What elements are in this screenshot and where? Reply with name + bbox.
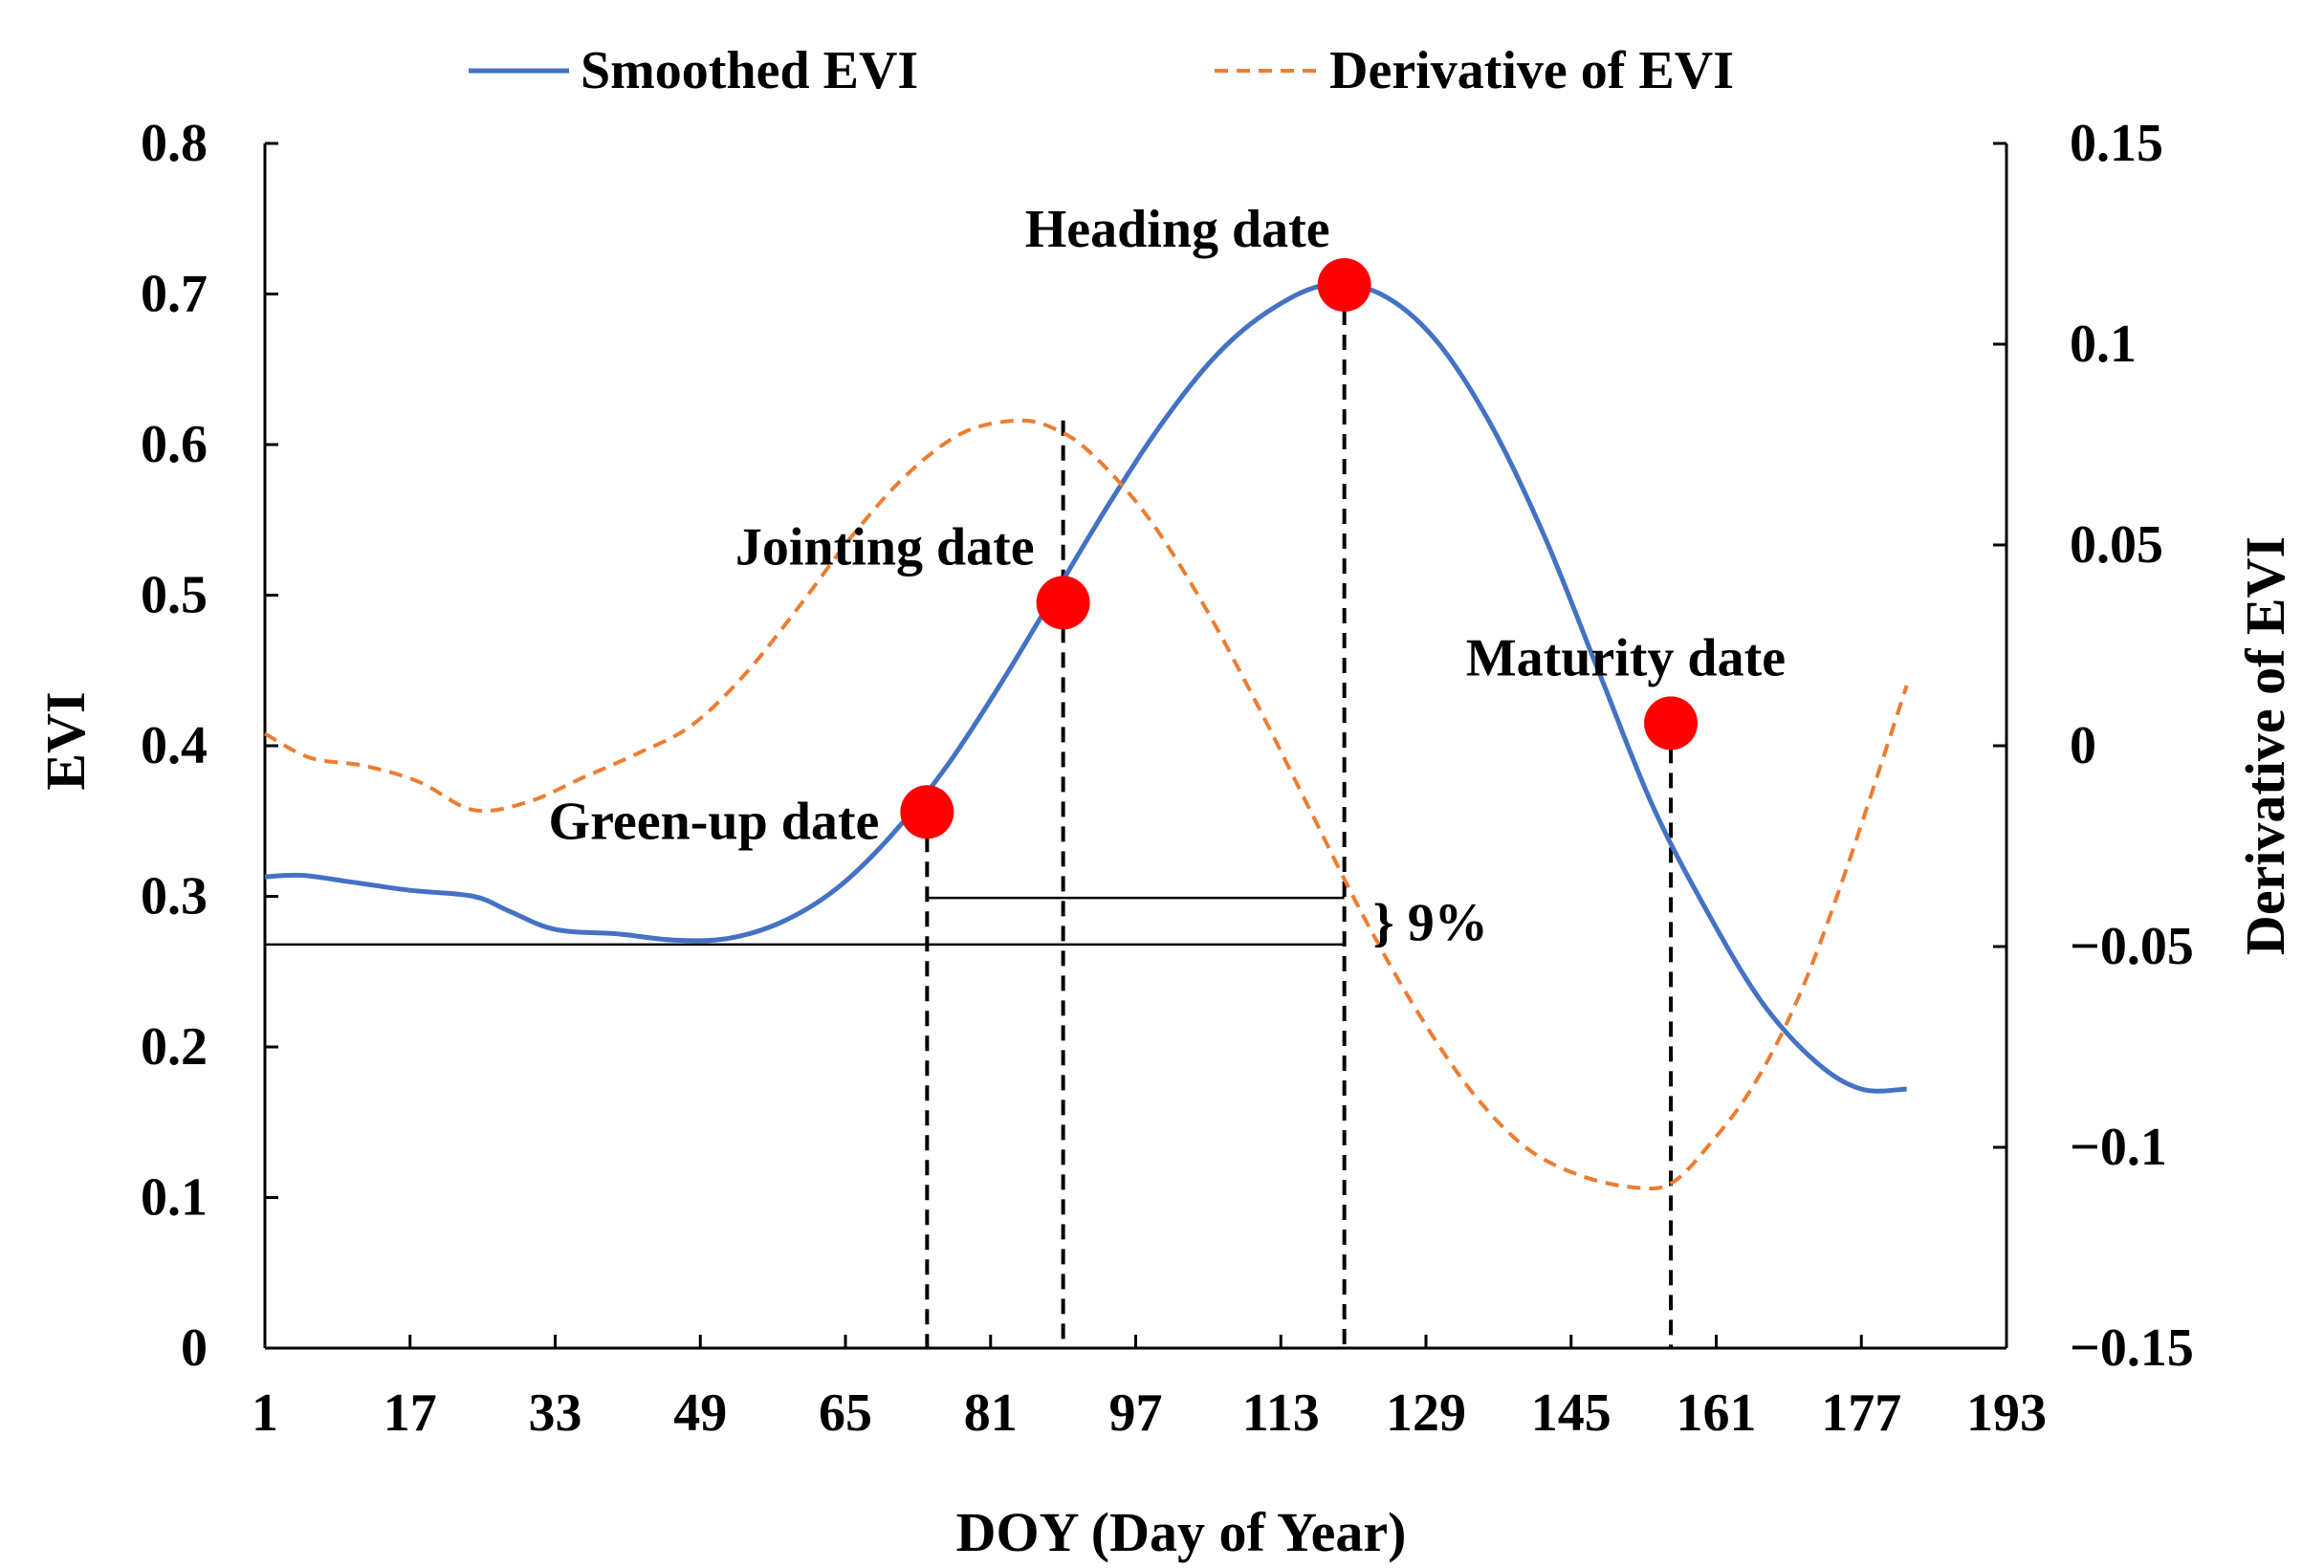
y-tick-label: 0.3: [141, 867, 208, 926]
helper-lines: [265, 285, 1674, 1348]
x-tick-label: 33: [529, 1383, 582, 1443]
x-tick-label: 65: [819, 1383, 872, 1443]
y2-tick-label: −0.05: [2070, 917, 2194, 976]
x-tick-label: 81: [964, 1383, 1018, 1443]
y2-tick-label: 0.05: [2070, 515, 2163, 575]
event-marker: [1317, 258, 1371, 313]
y-tick-label: 0.7: [141, 265, 208, 324]
legend-label-smoothed-evi: Smoothed EVI: [581, 41, 918, 100]
axes: [263, 143, 2008, 1350]
legend: Smoothed EVI Derivative of EVI: [469, 41, 1734, 100]
y-tick-label: 0.2: [141, 1017, 208, 1077]
marker-label: Maturity date: [1466, 628, 1786, 687]
event-marker: [900, 785, 954, 839]
y2-axis-title: Derivative of EVI: [2234, 536, 2296, 955]
y2-tick-label: 0: [2070, 716, 2096, 775]
y-tick-label: 0.1: [141, 1168, 208, 1228]
x-tick-label: 145: [1531, 1383, 1611, 1443]
x-tick-label: 1: [252, 1383, 278, 1443]
x-tick-label: 161: [1677, 1383, 1757, 1443]
series: [264, 281, 1909, 1191]
x-tick-label: 193: [1966, 1383, 2047, 1443]
marker-label: Heading date: [1025, 200, 1330, 259]
event-marker: [1036, 576, 1090, 630]
marker-label: Green-up date: [549, 792, 880, 851]
y-axis-title: EVI: [34, 691, 97, 790]
y-tick-label: 0.4: [141, 716, 208, 775]
legend-label-derivative-evi: Derivative of EVI: [1329, 41, 1734, 100]
markers: [900, 258, 1699, 839]
x-tick-label: 17: [384, 1383, 437, 1443]
ticks: 1 17 33 49 65 81 97 113 129 145 161 177 193 0 0.1 0.2 0.…: [141, 114, 2194, 1443]
annotations: Green-up date Jointing date Heading date Ma…: [549, 200, 1787, 952]
y2-tick-label: −0.1: [2070, 1118, 2167, 1177]
x-tick-label: 97: [1109, 1383, 1163, 1443]
marker-label: Jointing date: [735, 517, 1035, 577]
y2-tick-label: 0.15: [2070, 114, 2163, 173]
y-tick-label: 0: [181, 1318, 208, 1378]
y2-tick-label: −0.15: [2070, 1318, 2194, 1378]
x-tick-label: 177: [1821, 1383, 1901, 1443]
y-tick-label: 0.6: [141, 415, 208, 474]
x-tick-label: 129: [1386, 1383, 1466, 1443]
y-tick-label: 0.8: [141, 114, 208, 173]
x-tick-label: 49: [673, 1383, 727, 1443]
threshold-label: } 9%: [1373, 893, 1488, 952]
x-axis-title: DOY (Day of Year): [956, 1501, 1407, 1563]
y2-tick-label: 0.1: [2070, 315, 2137, 374]
derivative-evi-line: [264, 418, 1909, 1191]
event-marker: [1644, 696, 1699, 751]
x-tick-label: 113: [1242, 1383, 1320, 1443]
y-tick-label: 0.5: [141, 566, 208, 625]
